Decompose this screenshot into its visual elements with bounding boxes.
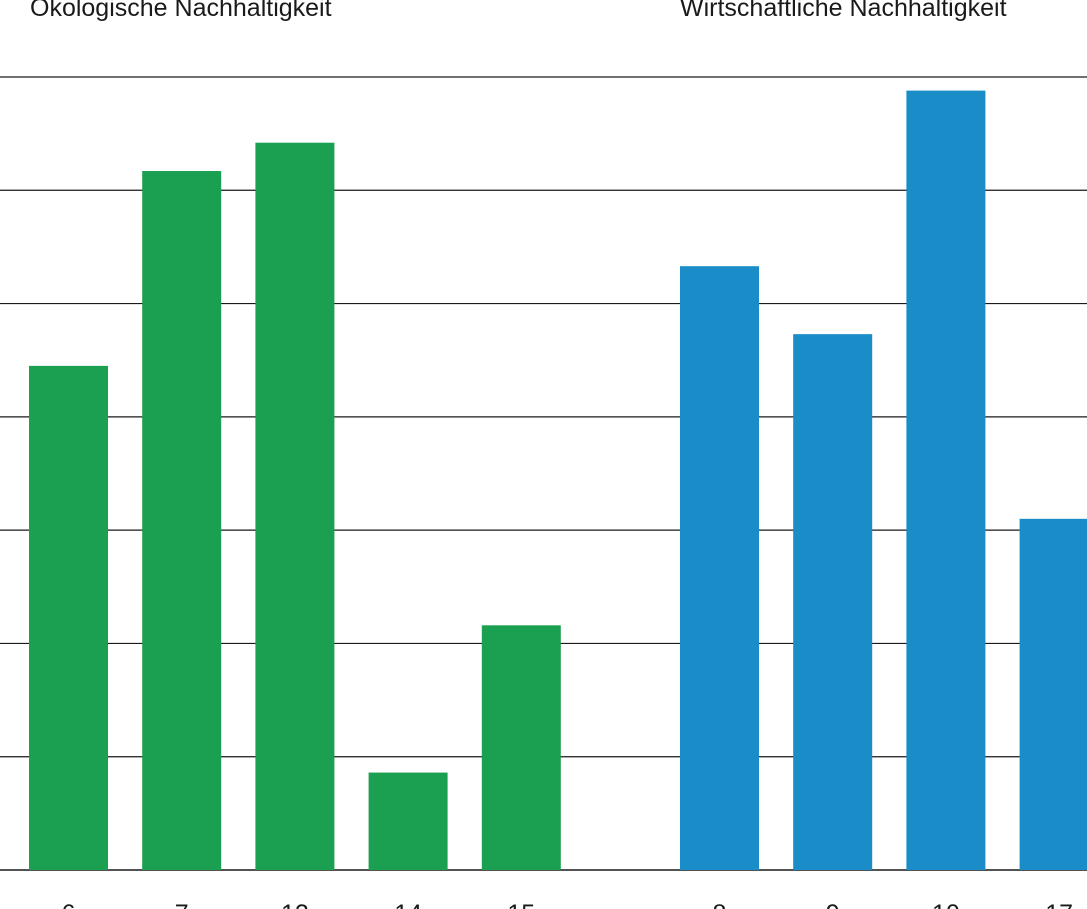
x-tick-label: 17 xyxy=(1045,900,1073,909)
bar-15 xyxy=(481,625,561,870)
bar-14 xyxy=(368,772,448,870)
x-tick-label: 15 xyxy=(507,900,535,909)
bar-7 xyxy=(142,171,222,870)
bar-12 xyxy=(255,142,335,871)
x-tick-label: 14 xyxy=(394,900,422,909)
bar-10 xyxy=(906,90,986,870)
bar-8 xyxy=(680,266,759,870)
x-tick-label: 8 xyxy=(713,900,727,909)
x-tick-label: 12 xyxy=(281,900,309,909)
chart-title-wirtschaftlich: Wirtschaftliche Nachhaltigkeit xyxy=(680,0,1007,22)
chart-title-oekologisch: Ökologische Nachhaltigkeit xyxy=(30,0,332,22)
x-tick-label: 10 xyxy=(932,900,960,909)
x-tick-label: 6 xyxy=(62,900,76,909)
x-tick-label: 9 xyxy=(826,900,840,909)
bar-6 xyxy=(29,365,108,870)
bar-17 xyxy=(1019,518,1087,870)
bar-9 xyxy=(793,334,873,870)
x-tick-label: 7 xyxy=(175,900,189,909)
